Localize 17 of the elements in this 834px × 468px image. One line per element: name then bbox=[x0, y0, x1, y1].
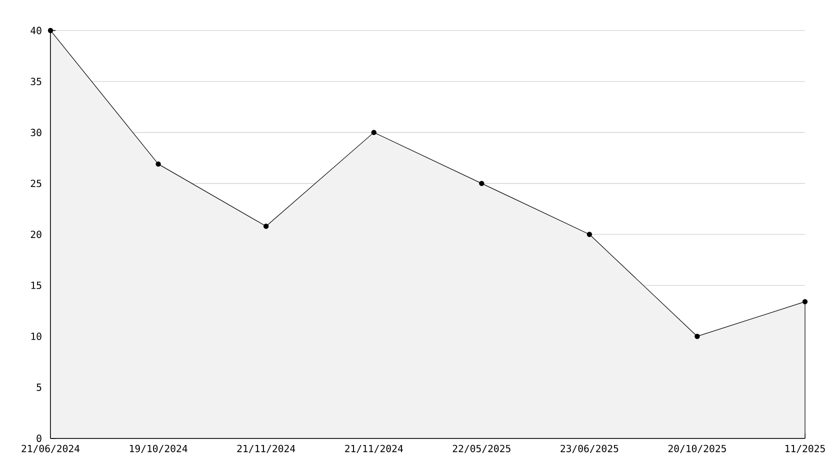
y-tick-label: 35 bbox=[30, 78, 42, 86]
x-tick-label: 20/10/2025 bbox=[668, 444, 726, 453]
y-tick-label: 15 bbox=[31, 282, 42, 290]
y-tick-label: 30 bbox=[30, 128, 42, 136]
y-tick-label: 25 bbox=[30, 180, 42, 188]
x-tick-label: 19/10/2024 bbox=[130, 444, 188, 453]
y-tick-label: 0 bbox=[36, 434, 42, 442]
x-tick-label: 22/05/2025 bbox=[452, 444, 510, 453]
y-tick-label: 5 bbox=[36, 384, 42, 391]
y-tick-label: 40 bbox=[30, 26, 42, 34]
y-tick-label: 20 bbox=[30, 230, 42, 238]
x-tick-label: 21/11/2024 bbox=[345, 444, 403, 453]
x-tick-label: 23/06/2025 bbox=[560, 444, 618, 453]
x-tick-label: 11/2025 bbox=[786, 444, 825, 453]
y-tick-label: 10 bbox=[31, 332, 42, 340]
x-tick-label: 21/06/2024 bbox=[22, 444, 80, 453]
x-tick-label: 21/11/2024 bbox=[237, 444, 296, 453]
